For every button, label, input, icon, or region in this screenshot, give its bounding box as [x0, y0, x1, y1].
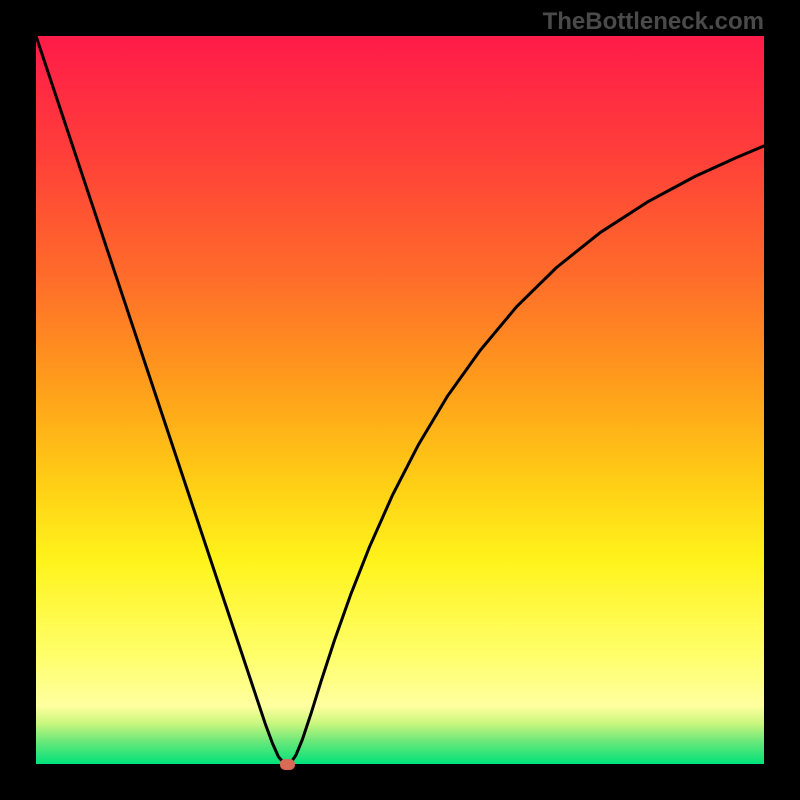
source-label: TheBottleneck.com: [543, 8, 764, 36]
bottleneck-curve: [36, 36, 764, 764]
optimum-marker: [280, 759, 295, 770]
plot-area: [36, 36, 764, 764]
